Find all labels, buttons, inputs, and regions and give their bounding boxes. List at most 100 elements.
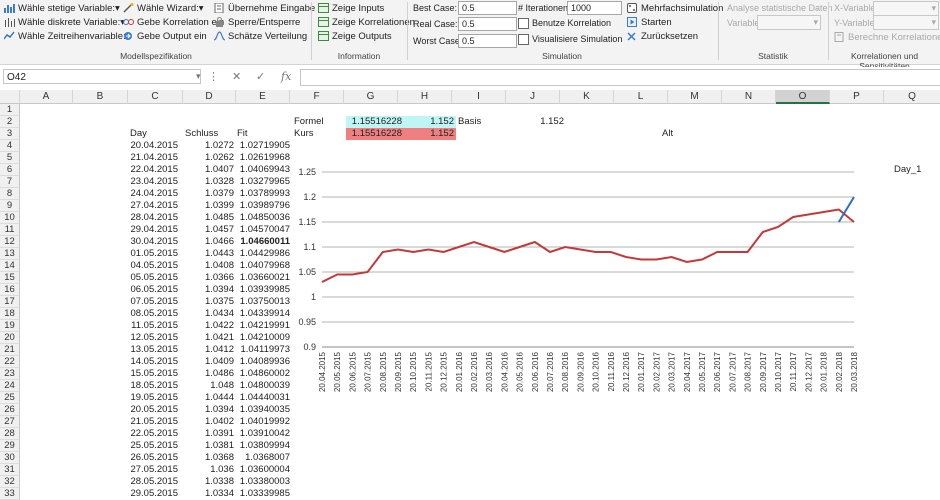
choose-discrete-variable-menu[interactable]: Wähle diskrete Variable: ▾ <box>4 15 125 29</box>
y-variable-dropdown[interactable]: ▾ <box>873 15 939 30</box>
estimate-distribution-button[interactable]: Schätze Verteilung <box>213 29 307 43</box>
fit-cell[interactable]: 1.03939985 <box>239 284 290 295</box>
column-header[interactable]: J <box>506 90 560 104</box>
fit-cell[interactable]: 1.04570047 <box>239 224 290 235</box>
schluss-cell[interactable]: 1.0272 <box>204 140 234 151</box>
day-cell[interactable]: 06.05.2015 <box>130 284 178 295</box>
schluss-cell[interactable]: 1.0444 <box>204 392 234 403</box>
row-header[interactable]: 22 <box>0 356 20 368</box>
enter-output-button[interactable]: Gebe Output ein <box>123 29 207 43</box>
basis-value[interactable]: 1.152 <box>540 116 564 127</box>
column-header[interactable]: L <box>614 90 668 104</box>
schluss-cell[interactable]: 1.0402 <box>204 416 234 427</box>
fit-cell[interactable]: 1.03380003 <box>239 476 290 487</box>
choose-timeseries-variable-menu[interactable]: Wähle Zeitreihenvariable:▾ <box>3 29 131 43</box>
start-button[interactable]: Starten <box>627 15 672 29</box>
real-case-input[interactable]: 0.5 <box>458 17 517 31</box>
row-header[interactable]: 14 <box>0 260 20 272</box>
day-cell[interactable]: 30.04.2015 <box>130 236 178 247</box>
column-header[interactable]: C <box>128 90 183 104</box>
schluss-cell[interactable]: 1.0375 <box>204 296 234 307</box>
day-cell[interactable]: 27.04.2015 <box>130 200 178 211</box>
row-header[interactable]: 3 <box>0 128 20 140</box>
schluss-cell[interactable]: 1.0381 <box>204 440 234 451</box>
function-icon[interactable]: fx <box>281 70 292 83</box>
day-cell[interactable]: 20.05.2015 <box>130 404 178 415</box>
header-day[interactable]: Day <box>130 128 147 139</box>
row-header[interactable]: 16 <box>0 284 20 296</box>
day-cell[interactable]: 05.05.2015 <box>130 272 178 283</box>
lock-unlock-button[interactable]: Sperre/Entsperre <box>214 15 300 29</box>
select-all-corner[interactable] <box>0 90 20 104</box>
name-box[interactable]: O42 <box>3 69 201 84</box>
fit-cell[interactable]: 1.04339914 <box>239 308 290 319</box>
row-header[interactable]: 19 <box>0 320 20 332</box>
schluss-cell[interactable]: 1.0394 <box>204 404 234 415</box>
column-header[interactable]: E <box>236 90 290 104</box>
fit-cell[interactable]: 1.04660011 <box>240 236 290 247</box>
column-header[interactable]: I <box>452 90 506 104</box>
day-cell[interactable]: 13.05.2015 <box>130 344 178 355</box>
use-correlation-checkbox[interactable] <box>518 18 529 29</box>
schluss-cell[interactable]: 1.0486 <box>204 368 234 379</box>
schluss-cell[interactable]: 1.0412 <box>204 344 234 355</box>
fit-cell[interactable]: 1.04850036 <box>239 212 290 223</box>
row-header[interactable]: 9 <box>0 200 20 212</box>
column-header[interactable]: N <box>722 90 776 104</box>
fit-cell[interactable]: 1.04440031 <box>239 392 290 403</box>
header-schluss[interactable]: Schluss <box>185 128 219 139</box>
fit-cell[interactable]: 1.02719905 <box>239 140 290 151</box>
kurs-value-h[interactable]: 1.152 <box>402 128 456 140</box>
schluss-cell[interactable]: 1.0407 <box>204 164 234 175</box>
basis-label[interactable]: Basis <box>458 116 482 127</box>
column-header[interactable]: K <box>560 90 614 104</box>
fit-cell[interactable]: 1.04860002 <box>239 368 290 379</box>
day-cell[interactable]: 28.04.2015 <box>130 212 178 223</box>
fit-cell[interactable]: 1.03339985 <box>239 488 290 499</box>
fit-cell[interactable]: 1.0368007 <box>245 452 290 463</box>
day-cell[interactable]: 24.04.2015 <box>130 188 178 199</box>
schluss-cell[interactable]: 1.0457 <box>204 224 234 235</box>
row-header[interactable]: 27 <box>0 416 20 428</box>
day-cell[interactable]: 19.05.2015 <box>130 392 178 403</box>
day-cell[interactable]: 28.05.2015 <box>130 476 178 487</box>
schluss-cell[interactable]: 1.0434 <box>204 308 234 319</box>
schluss-cell[interactable]: 1.0485 <box>204 212 234 223</box>
row-header[interactable]: 5 <box>0 152 20 164</box>
fit-cell[interactable]: 1.04119973 <box>240 344 291 355</box>
reset-button[interactable]: Zurücksetzen <box>627 29 698 43</box>
fit-cell[interactable]: 1.03789993 <box>239 188 290 199</box>
day-cell[interactable]: 22.05.2015 <box>130 428 178 439</box>
day-cell[interactable]: 04.05.2015 <box>130 260 178 271</box>
formel-label[interactable]: Formel <box>294 116 324 127</box>
schluss-cell[interactable]: 1.0334 <box>204 488 234 499</box>
schluss-cell[interactable]: 1.036 <box>210 464 234 475</box>
day-cell[interactable]: 20.04.2015 <box>130 140 178 151</box>
day-cell[interactable]: 23.04.2015 <box>130 176 178 187</box>
day-cell[interactable]: 01.05.2015 <box>130 248 178 259</box>
schluss-cell[interactable]: 1.0394 <box>204 284 234 295</box>
day1-label[interactable]: Day_1 <box>894 164 922 175</box>
row-header[interactable]: 10 <box>0 212 20 224</box>
row-header[interactable]: 2 <box>0 116 20 128</box>
fit-cell[interactable]: 1.03910042 <box>239 428 290 439</box>
row-header[interactable]: 33 <box>0 488 20 500</box>
row-header[interactable]: 20 <box>0 332 20 344</box>
column-header[interactable]: O <box>776 90 830 104</box>
schluss-cell[interactable]: 1.0421 <box>204 332 234 343</box>
visualize-simulation-checkbox[interactable] <box>518 34 529 45</box>
row-header[interactable]: 21 <box>0 344 20 356</box>
formula-input[interactable] <box>300 69 940 86</box>
analyze-statistics-button[interactable]: Analyse statistische Daten <box>727 3 833 13</box>
row-header[interactable]: 23 <box>0 368 20 380</box>
row-header[interactable]: 6 <box>0 164 20 176</box>
row-header[interactable]: 7 <box>0 176 20 188</box>
row-header[interactable]: 18 <box>0 308 20 320</box>
schluss-cell[interactable]: 1.048 <box>210 380 234 391</box>
column-header[interactable]: F <box>290 90 344 104</box>
schluss-cell[interactable]: 1.0443 <box>204 248 234 259</box>
worst-case-input[interactable]: 0.5 <box>458 34 517 48</box>
fit-cell[interactable]: 1.04069943 <box>239 164 290 175</box>
multi-simulation-button[interactable]: Mehrfachsimulation <box>627 1 723 15</box>
schluss-cell[interactable]: 1.0399 <box>204 200 234 211</box>
